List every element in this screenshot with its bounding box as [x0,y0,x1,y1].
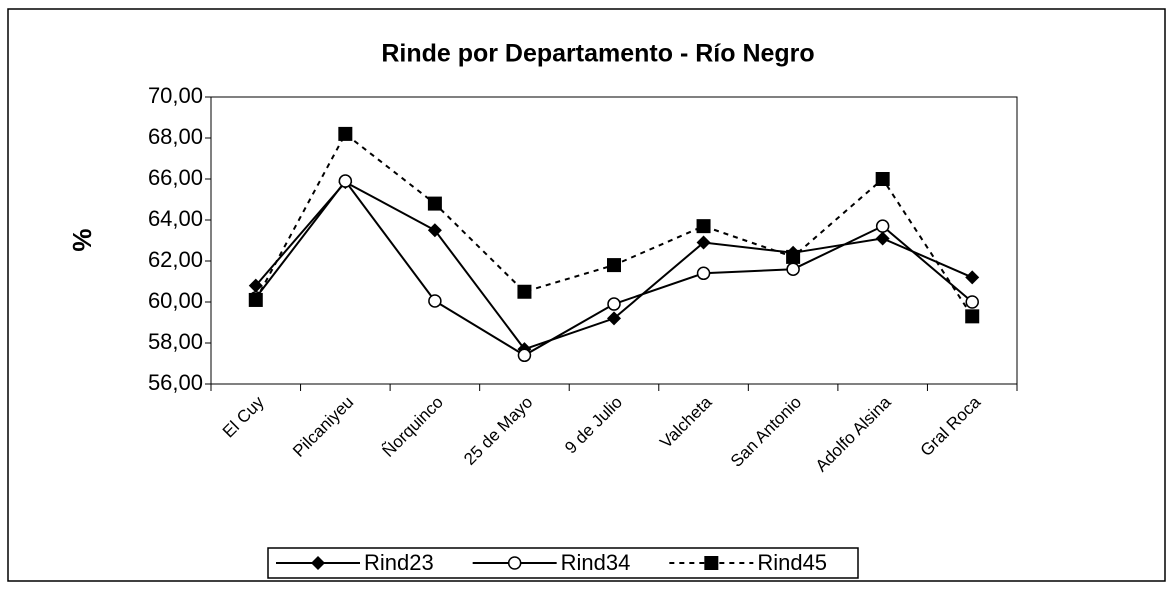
legend-label: Rind45 [757,550,827,575]
marker-square [786,249,801,264]
marker-square [248,292,263,307]
y-tick-label: 66,00 [148,165,203,190]
marker-square [696,219,711,234]
marker-square [427,196,442,211]
y-tick-label: 68,00 [148,124,203,149]
marker-circle [517,348,532,363]
marker-diamond [311,556,325,570]
marker-diamond [875,231,890,246]
chart-title: Rinde por Departamento - Río Negro [381,40,814,68]
marker-circle [507,556,522,570]
legend: Rind23 Rind34 Rind45 [267,547,859,579]
y-tick-label: 58,00 [148,329,203,354]
legend-label: Rind23 [364,550,434,575]
marker-circle [696,266,711,281]
y-tick-label: 60,00 [148,288,203,313]
y-tick-label: 70,00 [148,83,203,108]
plot-area [210,96,1018,385]
legend-box [267,547,859,579]
y-axis-label: % [67,228,97,251]
marker-diamond [427,223,442,238]
marker-circle [875,219,890,233]
marker-circle [786,262,800,276]
marker-diamond [696,235,711,250]
y-tick-label: 62,00 [148,247,203,272]
marker-square [875,172,890,186]
marker-square [607,258,621,273]
marker-square [517,284,532,299]
legend-label: Rind34 [561,550,631,575]
y-tick-label: 56,00 [148,370,203,395]
marker-diamond [965,270,980,285]
marker-circle [965,295,979,309]
marker-square [338,126,353,141]
marker-square [965,309,980,324]
marker-diamond [607,311,621,326]
y-tick-label: 64,00 [148,206,203,231]
marker-square [704,556,719,570]
marker-circle [428,294,442,308]
marker-diamond [248,278,263,293]
chart-frame [7,8,1166,582]
marker-circle [338,174,353,188]
marker-circle [607,297,621,311]
